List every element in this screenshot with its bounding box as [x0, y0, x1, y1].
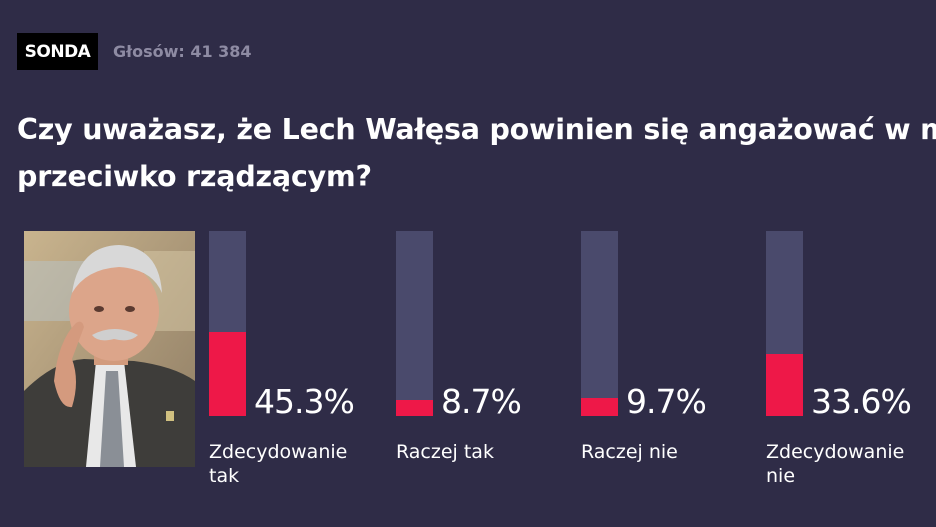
votes-count: Głosów: 41 384 — [113, 42, 252, 61]
poll-question: Czy uważasz, że Lech Wałęsa powinien się… — [17, 106, 936, 200]
poll-option[interactable]: 45.3% Zdecydowanie tak — [209, 231, 379, 527]
poll-option[interactable]: 33.6% Zdecydowanie nie — [766, 231, 936, 527]
bar-fill — [209, 332, 246, 416]
bar-track — [766, 231, 803, 416]
category-label: Raczej nie — [581, 441, 678, 463]
category-label: Zdecydowanie nie — [766, 441, 905, 487]
category-label: Raczej tak — [396, 441, 494, 463]
bar-fill — [396, 399, 433, 416]
bar-fill — [581, 398, 618, 416]
value-label: 33.6% — [811, 382, 912, 421]
bar-fill — [766, 353, 803, 416]
sonda-badge: SONDA — [17, 33, 98, 70]
category-label: Zdecydowanie tak — [209, 441, 348, 487]
value-label: 45.3% — [254, 382, 355, 421]
poll-option[interactable]: 9.7% Raczej nie — [581, 231, 751, 527]
value-label: 8.7% — [441, 382, 522, 421]
poll-option[interactable]: 8.7% Raczej tak — [396, 231, 566, 527]
question-line-2: przeciwko rządzącym? — [17, 160, 372, 193]
bar-track — [396, 231, 433, 416]
question-line-1: Czy uważasz, że Lech Wałęsa powinien się… — [17, 113, 936, 146]
politician-photo — [24, 231, 195, 467]
value-label: 9.7% — [626, 382, 707, 421]
bar-track — [209, 231, 246, 416]
bar-track — [581, 231, 618, 416]
